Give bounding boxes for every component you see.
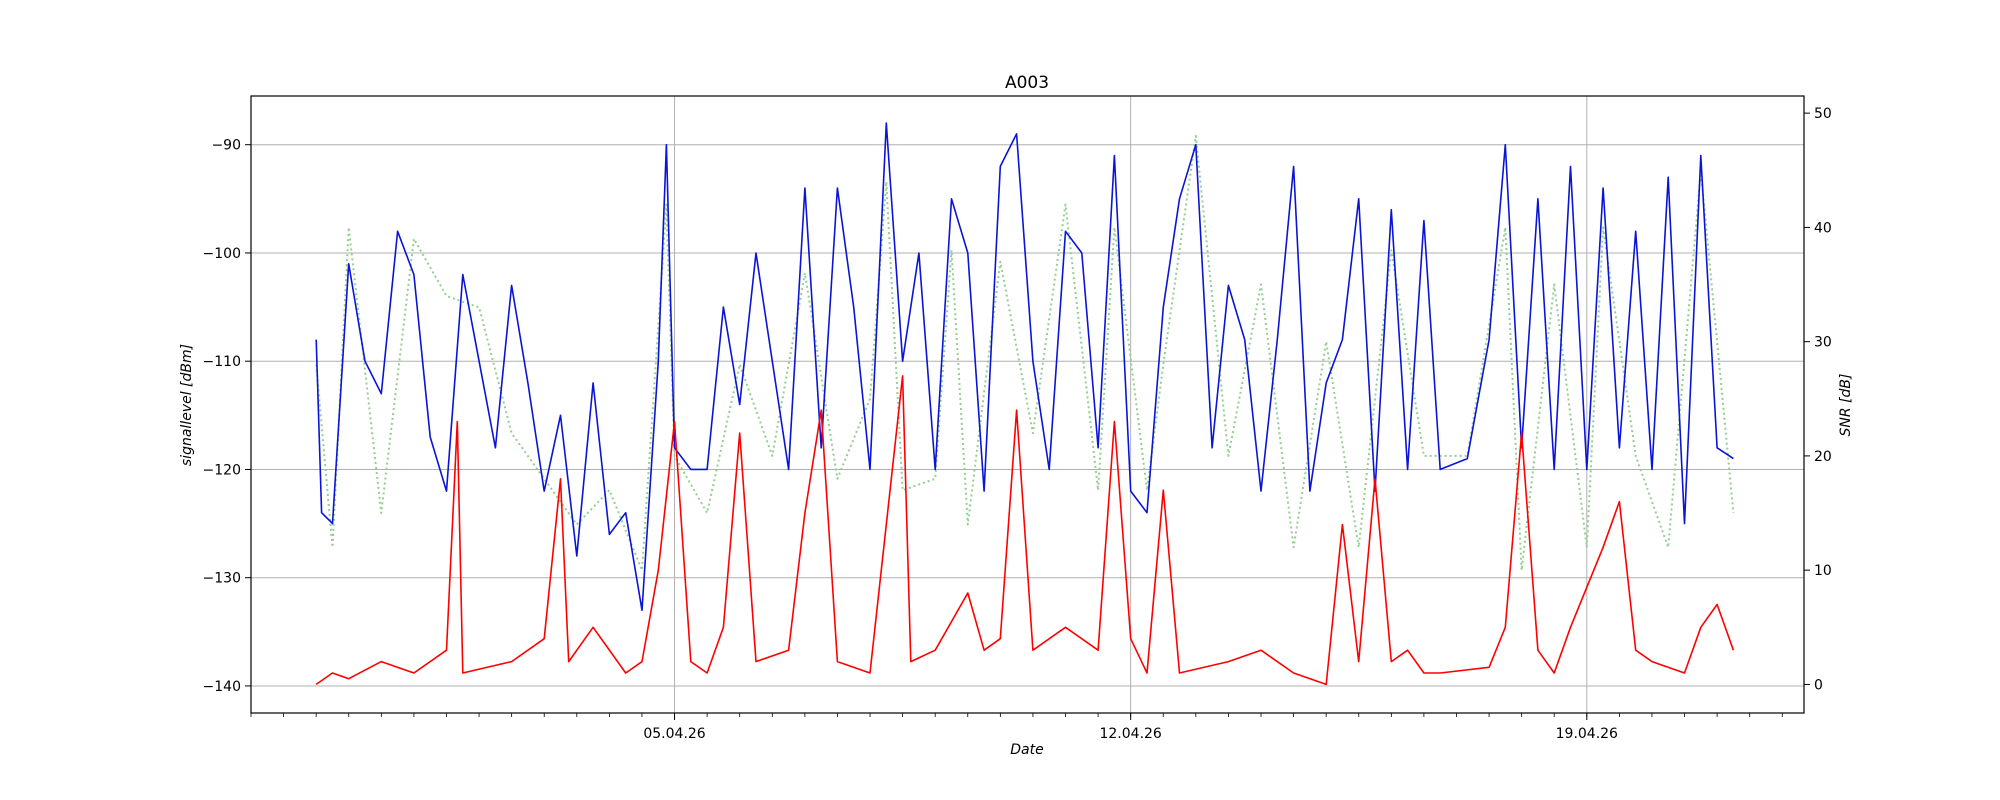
x-tick-label: 12.04.26 <box>1099 726 1161 742</box>
dotted-series-line <box>315 135 1735 572</box>
y-right-tick-label: 50 <box>1814 106 1832 122</box>
y-axis-right-label: SNR [dB] <box>1838 374 1854 437</box>
axes: −90 −100 −110 −120 −130 −140 0 10 20 30 40 50 05.04.… <box>203 106 1832 742</box>
series-lines <box>315 122 1735 686</box>
y-left-tick-label: −110 <box>203 354 241 370</box>
plot-frame <box>250 95 1805 714</box>
y-right-tick-label: 10 <box>1814 563 1832 579</box>
y-left-tick-label: −130 <box>203 571 241 587</box>
y-left-tick-label: −120 <box>203 462 241 478</box>
snr-line <box>315 375 1735 686</box>
y-right-tick-label: 40 <box>1814 220 1832 236</box>
y-right-tick-label: 20 <box>1814 449 1832 465</box>
y-right-tick-label: 0 <box>1814 677 1823 693</box>
y-axis-left-label: signallevel [dBm] <box>179 344 195 466</box>
signallevel-line <box>315 122 1734 611</box>
chart-title: A003 <box>1005 73 1049 93</box>
y-left-tick-label: −100 <box>203 246 241 262</box>
x-tick-label: 05.04.26 <box>643 726 705 742</box>
y-left-tick-label: −90 <box>211 138 241 154</box>
x-axis-label: Date <box>1010 742 1043 758</box>
x-tick-label: 19.04.26 <box>1556 726 1618 742</box>
y-right-tick-label: 30 <box>1814 335 1832 351</box>
y-left-tick-label: −140 <box>203 679 241 695</box>
